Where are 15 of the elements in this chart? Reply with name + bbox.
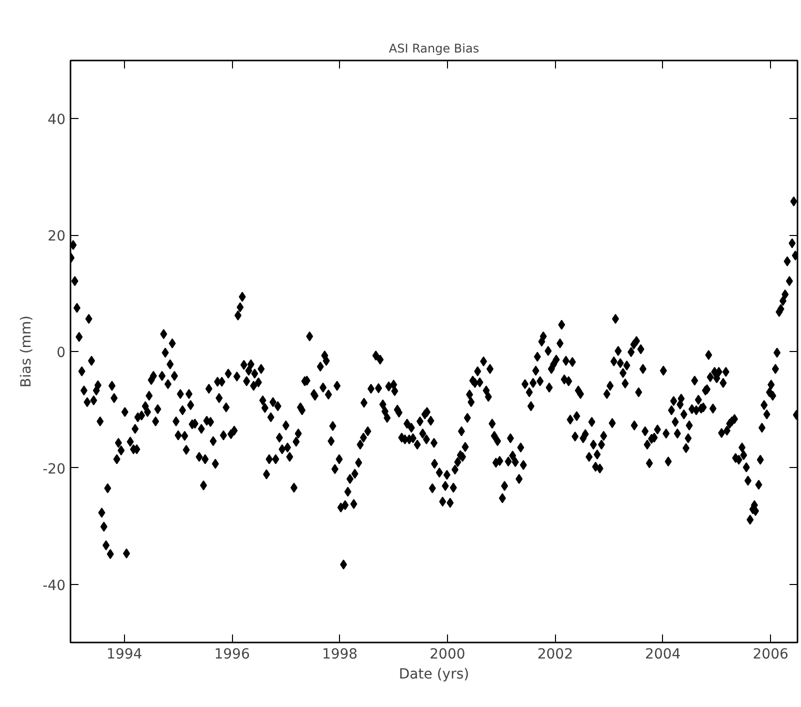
y-tick-label: -20 — [42, 461, 66, 478]
x-tick-label: 2000 — [430, 646, 466, 662]
y-tick-label: 40 — [48, 112, 66, 128]
x-tick-label: 2002 — [537, 646, 573, 662]
x-tick-label: 1994 — [106, 646, 142, 662]
y-axis-title: Bias (mm) — [18, 315, 35, 388]
x-tick-label: 1998 — [322, 646, 358, 662]
x-tick-label: 2004 — [645, 646, 681, 662]
x-tick-label: 2006 — [752, 646, 788, 662]
y-tick-label: -40 — [42, 578, 66, 594]
x-axis-title: Date (yrs) — [398, 666, 470, 682]
y-tick-label: 20 — [48, 228, 66, 245]
chart-title: ASI Range Bias — [388, 42, 480, 56]
x-tick-label: 1996 — [214, 646, 250, 662]
y-tick-label: 0 — [56, 345, 66, 361]
